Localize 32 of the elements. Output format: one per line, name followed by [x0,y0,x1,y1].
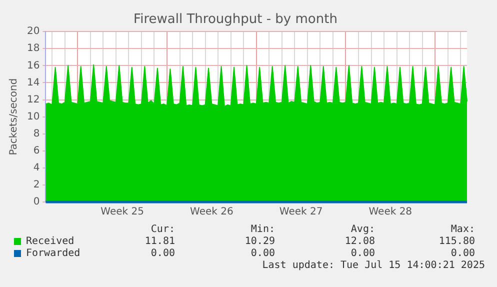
y-tick-label: 16 [26,60,40,72]
text: Min: [250,224,275,235]
chart-title: Firewall Throughput - by month [134,12,338,28]
text: Avg: [350,224,375,235]
legend-label: Received [26,236,74,247]
text: Max: [450,224,475,235]
x-tick-label: Week 25 [100,206,144,218]
legend-label: Forwarded [26,248,80,259]
y-tick-label: 2 [33,180,40,191]
text: 0.00 [250,248,275,259]
y-tick-label: 0 [33,196,40,208]
x-tick-label: Week 28 [368,206,412,218]
y-axis-title: Packets/second [8,78,20,156]
y-tick-label: 12 [26,94,40,106]
y-tick-label: 8 [33,128,40,140]
text: 0.00 [450,248,475,259]
y-tick-label: 14 [26,77,40,88]
text: 115.80 [438,236,475,247]
y-tick-label: 18 [26,43,40,54]
text: Last update: Tue Jul 15 14:00:21 2025 [262,260,485,271]
text: 12.08 [344,236,375,247]
x-tick-label: Week 27 [279,206,323,218]
text: 0.00 [150,248,175,259]
y-tick-label: 20 [26,26,40,38]
text: Cur: [150,224,175,235]
y-tick-label: 4 [33,162,40,174]
text: 0.00 [350,248,375,259]
x-tick-label: Week 26 [190,206,234,218]
y-tick-label: 10 [26,111,40,122]
text: 11.81 [144,236,175,247]
text: 10.29 [244,236,275,247]
y-tick-label: 6 [33,145,40,156]
